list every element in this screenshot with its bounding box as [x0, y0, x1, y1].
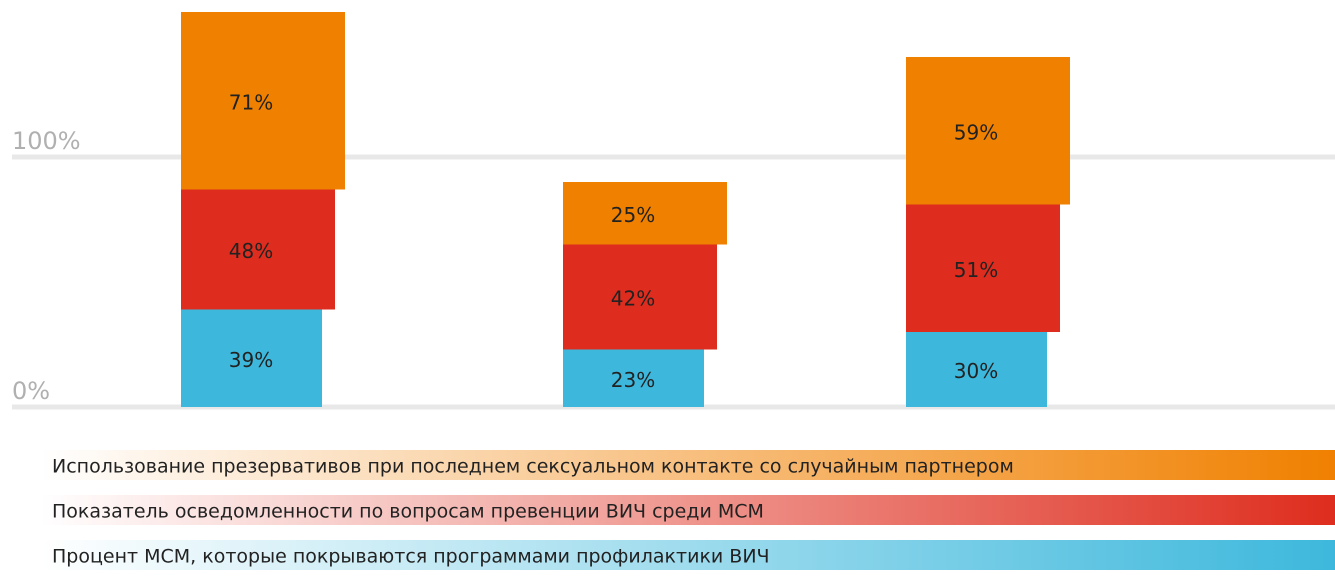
bar-segment	[563, 182, 727, 245]
data-label: 39%	[229, 348, 273, 372]
legend-swatch	[40, 450, 1335, 480]
bar-segment	[181, 309, 322, 407]
bar-segment	[563, 244, 717, 350]
data-label: 51%	[954, 258, 998, 282]
legend-label: Процент МСМ, которые покрываются програм…	[52, 546, 770, 568]
data-label: 23%	[611, 368, 655, 392]
legend-swatch	[40, 495, 1335, 525]
data-label: 42%	[611, 287, 655, 311]
y-tick-label: 0%	[12, 377, 50, 405]
legend-swatch	[40, 540, 1335, 570]
bar-segment	[181, 189, 335, 310]
data-label: 71%	[229, 90, 273, 114]
bar-segment	[906, 57, 1070, 205]
data-label: 48%	[229, 239, 273, 263]
legend-label: Показатель осведомленности по вопросам п…	[52, 501, 764, 523]
y-tick-label: 100%	[12, 127, 81, 155]
bar-segment	[906, 332, 1047, 407]
data-label: 59%	[954, 120, 998, 144]
data-label: 30%	[954, 359, 998, 383]
bar-segment	[906, 204, 1060, 332]
bar-segment	[563, 349, 704, 407]
legend-label: Использование презервативов при последне…	[52, 456, 1014, 478]
data-label: 25%	[611, 203, 655, 227]
bar-segment	[181, 12, 345, 190]
